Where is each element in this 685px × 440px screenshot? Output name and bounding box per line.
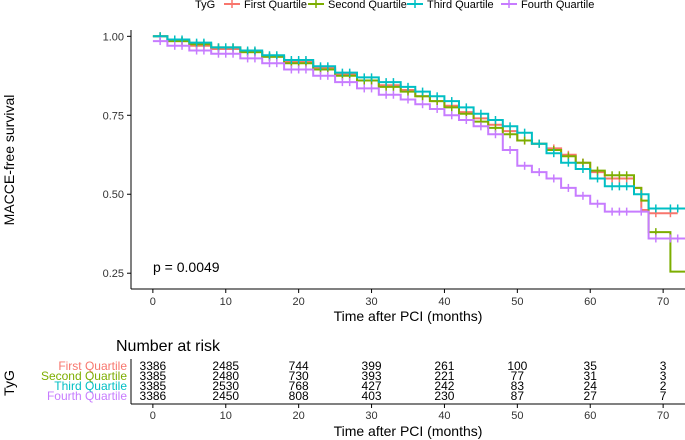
x-tick-label: 10: [220, 296, 232, 308]
risk-value: 744: [289, 359, 309, 373]
risk-value: 399: [362, 359, 382, 373]
risk-value: 730: [289, 369, 309, 383]
legend-item: Fourth Quartile: [501, 0, 594, 11]
legend-item: First Quartile: [224, 0, 307, 11]
survival-curve-line: [152, 35, 685, 210]
x-tick-label: 50: [511, 296, 523, 308]
x-tick-label: 30: [365, 296, 377, 308]
y-tick-label: 1.00: [103, 31, 124, 43]
risk-table: Number at risk TyG First Quartile 3386 248…: [1, 338, 685, 439]
risk-value: 2: [660, 379, 667, 393]
series-fourth-quartile: [152, 37, 685, 243]
risk-value: 221: [434, 369, 454, 383]
risk-row: Third Quartile 3385 2530 768 427 242 83 24 2: [54, 379, 666, 393]
legend-label: Third Quartile: [427, 0, 494, 11]
risk-value: 3: [660, 369, 667, 383]
legend-label: Fourth Quartile: [521, 0, 594, 11]
risk-value: 3385: [140, 369, 167, 383]
risk-x-tick-label: 70: [657, 410, 669, 422]
legend: TyG First Quartile Second Quartile Third Q…: [195, 0, 594, 11]
risk-row-label: Second Quartile: [41, 369, 127, 383]
risk-value: 230: [434, 389, 454, 403]
risk-row: Fourth Quartile 3386 2450 808 403 230 87 27 7: [47, 389, 667, 403]
x-tick-label: 20: [293, 296, 305, 308]
risk-value: 2450: [212, 389, 239, 403]
legend-item: Third Quartile: [407, 0, 494, 11]
y-tick-label: 0.50: [103, 189, 124, 201]
p-value-annotation: p = 0.0049: [153, 259, 220, 275]
risk-value: 87: [511, 389, 525, 403]
series-first-quartile: [152, 32, 678, 218]
risk-value: 31: [584, 369, 598, 383]
risk-value: 261: [434, 359, 454, 373]
risk-value: 427: [362, 379, 382, 393]
x-tick-label: 60: [584, 296, 596, 308]
y-axis-title: MACCE-free survival: [1, 95, 17, 226]
y-tick-label: 0.25: [103, 268, 124, 280]
risk-value: 3386: [140, 389, 167, 403]
series-second-quartile: [152, 32, 685, 273]
risk-value: 808: [289, 389, 309, 403]
series-third-quartile: [152, 32, 685, 213]
risk-table-title: Number at risk: [116, 338, 221, 355]
risk-value: 3385: [140, 379, 167, 393]
risk-value: 768: [289, 379, 309, 393]
risk-value: 27: [584, 389, 598, 403]
risk-row: First Quartile 3386 2485 744 399 261 100 35 3: [58, 359, 666, 373]
risk-value: 2480: [212, 369, 239, 383]
risk-value: 242: [434, 379, 454, 393]
risk-table-y-title: TyG: [1, 370, 17, 396]
risk-value: 35: [584, 359, 598, 373]
risk-value: 7: [660, 389, 667, 403]
legend-title: TyG: [195, 0, 215, 11]
x-axis-title: Time after PCI (months): [334, 308, 483, 324]
legend-label: Second Quartile: [328, 0, 407, 11]
risk-value: 77: [511, 369, 525, 383]
risk-value: 403: [362, 389, 382, 403]
x-tick-label: 40: [438, 296, 450, 308]
risk-table-x-title: Time after PCI (months): [334, 423, 483, 439]
risk-x-tick-label: 50: [511, 410, 523, 422]
risk-x-tick-label: 20: [293, 410, 305, 422]
risk-row-label: Third Quartile: [54, 379, 127, 393]
survival-curve-line: [152, 35, 685, 273]
legend-label: First Quartile: [244, 0, 307, 11]
risk-value: 24: [584, 379, 598, 393]
risk-row: Second Quartile 3385 2480 730 393 221 77 31 3: [41, 369, 667, 383]
risk-x-tick-label: 60: [584, 410, 596, 422]
risk-x-tick-label: 0: [150, 410, 156, 422]
risk-value: 393: [362, 369, 382, 383]
survival-curve-line: [152, 40, 685, 240]
survival-plot: 0.25 0.50 0.75 1.00 0 10 20 30 40 50 60 70 p = 0.0…: [1, 30, 685, 324]
y-tick-label: 0.75: [103, 110, 124, 122]
risk-value: 3386: [140, 359, 167, 373]
x-tick-label: 70: [657, 296, 669, 308]
risk-value: 100: [507, 359, 527, 373]
risk-value: 2485: [212, 359, 239, 373]
risk-row-label: Fourth Quartile: [47, 389, 127, 403]
x-tick-label: 0: [150, 296, 156, 308]
survival-curve-line: [152, 35, 678, 215]
risk-x-tick-label: 40: [438, 410, 450, 422]
risk-x-tick-label: 10: [220, 410, 232, 422]
risk-row-label: First Quartile: [58, 359, 127, 373]
risk-value: 83: [511, 379, 525, 393]
risk-x-tick-label: 30: [365, 410, 377, 422]
risk-value: 3: [660, 359, 667, 373]
legend-item: Second Quartile: [308, 0, 407, 11]
risk-value: 2530: [212, 379, 239, 393]
